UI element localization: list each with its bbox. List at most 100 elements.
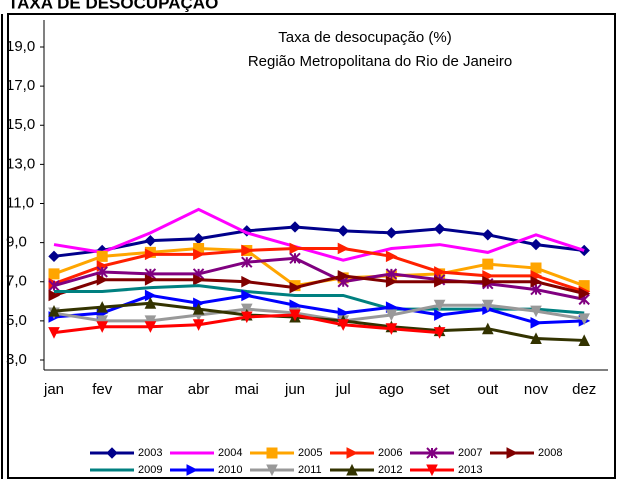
marker	[506, 447, 519, 459]
marker	[48, 279, 60, 292]
x-tick-label: fev	[92, 381, 113, 398]
y-tick-label: 7,0	[6, 273, 27, 290]
marker	[346, 463, 358, 476]
series-line	[53, 246, 585, 293]
x-tick-label: jun	[284, 381, 305, 398]
marker	[530, 238, 542, 251]
marker	[482, 275, 494, 288]
y-tick-label: 11,0	[6, 194, 34, 211]
legend-label: 2009	[138, 464, 162, 476]
marker	[240, 311, 253, 324]
marker	[385, 227, 398, 239]
x-tick-label: nov	[524, 381, 549, 398]
marker	[385, 323, 398, 335]
marker	[144, 315, 157, 327]
marker	[426, 447, 438, 459]
series-line	[53, 225, 585, 258]
x-tick-label: mai	[235, 381, 259, 398]
legend-label: 2011	[298, 464, 322, 476]
marker	[144, 273, 157, 286]
y-tick-label: 3,0	[6, 351, 27, 368]
series-line	[53, 207, 585, 262]
legend-label: 2007	[458, 447, 482, 459]
series-line	[53, 274, 585, 297]
series-line	[53, 256, 585, 301]
marker	[96, 321, 109, 333]
marker	[193, 273, 205, 286]
marker	[433, 299, 446, 312]
marker	[385, 275, 398, 288]
marker	[481, 299, 494, 312]
chart-subtitle: Região Metropolitana do Rio de Janeiro	[248, 53, 512, 70]
y-tick-label: 19,0	[6, 38, 35, 55]
y-tick-label: 9,0	[6, 234, 27, 251]
x-tick-label: jul	[335, 381, 351, 398]
legend-label: 2008	[538, 447, 562, 459]
marker	[144, 297, 157, 309]
marker	[96, 273, 109, 286]
marker	[481, 322, 494, 335]
marker	[337, 270, 350, 282]
marker	[106, 447, 118, 459]
marker	[578, 334, 591, 346]
marker	[144, 234, 157, 247]
legend-label: 2005	[298, 447, 322, 459]
y-tick-label: 13,0	[6, 155, 35, 172]
marker	[530, 275, 543, 288]
legend-label: 2010	[218, 464, 242, 476]
legend-label: 2012	[378, 464, 402, 476]
marker	[530, 262, 542, 274]
marker	[346, 447, 359, 459]
marker	[192, 319, 205, 331]
marker	[337, 319, 350, 331]
x-tick-label: out	[477, 381, 499, 398]
marker	[530, 305, 542, 318]
marker	[482, 229, 494, 241]
series-line	[53, 293, 585, 325]
marker	[48, 304, 60, 317]
marker	[530, 332, 542, 344]
marker	[144, 248, 157, 261]
marker	[193, 248, 205, 261]
marker	[289, 221, 301, 233]
legend-label: 2003	[138, 447, 162, 459]
series-line	[53, 303, 585, 323]
marker	[96, 315, 109, 327]
marker	[289, 242, 302, 255]
marker	[289, 309, 301, 322]
legend-label: 2006	[378, 447, 402, 459]
x-tick-label: jan	[43, 381, 64, 398]
marker	[48, 250, 60, 263]
chart-title: Taxa de desocupação (%)	[278, 29, 451, 46]
marker	[266, 464, 278, 477]
marker	[530, 317, 543, 329]
marker	[96, 250, 108, 262]
x-tick-label: set	[430, 381, 451, 398]
x-tick-label: mar	[137, 381, 163, 398]
legend-label: 2013	[458, 464, 482, 476]
marker	[337, 225, 349, 237]
marker	[241, 275, 253, 288]
y-tick-label: 5,0	[6, 312, 27, 329]
marker	[482, 258, 494, 270]
marker	[192, 303, 205, 315]
marker	[434, 309, 446, 321]
marker	[289, 252, 301, 264]
marker	[385, 309, 398, 322]
marker	[433, 327, 446, 339]
marker	[48, 327, 60, 339]
x-tick-label: abr	[188, 381, 210, 398]
x-tick-label: ago	[379, 381, 404, 398]
marker	[434, 275, 446, 288]
marker	[434, 266, 446, 278]
y-tick-label: 15,0	[6, 116, 35, 133]
marker	[48, 268, 60, 280]
marker	[241, 289, 253, 302]
marker	[186, 464, 199, 476]
marker	[578, 313, 591, 326]
marker	[426, 464, 438, 477]
y-tick-label: 17,0	[6, 77, 35, 94]
marker	[96, 301, 109, 313]
header: TAXA DE DESOCUPAÇÃO	[8, 0, 218, 12]
